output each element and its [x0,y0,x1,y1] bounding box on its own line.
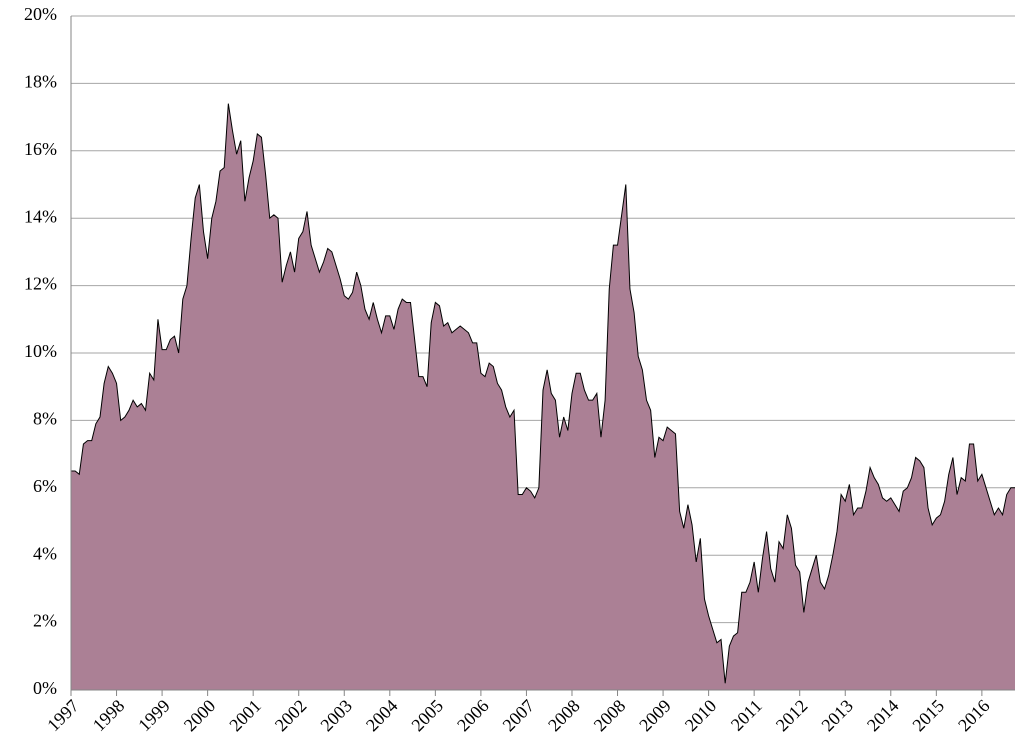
x-tick-label: 2000 [180,696,220,736]
x-tick-label: 2004 [362,696,402,736]
x-tick-label: 2006 [453,696,493,736]
x-tick-label: 1999 [134,696,174,736]
y-tick-label: 8% [33,409,57,429]
x-tick-label: 2007 [499,696,539,736]
area-line [71,103,1015,684]
y-tick-label: 4% [33,543,57,563]
x-tick-label: 2014 [863,696,903,736]
x-tick-label: 2001 [225,696,265,736]
x-tick-label: 2010 [681,696,721,736]
y-tick-label: 20% [24,4,57,24]
y-tick-label: 0% [33,678,57,698]
x-tick-label: 2016 [954,696,994,736]
x-tick-label: 2015 [908,696,948,736]
x-tick-label: 1998 [89,696,129,736]
x-tick-label: 1997 [43,696,83,736]
y-tick-label: 12% [24,274,57,294]
x-tick-label: 2011 [727,696,766,735]
y-tick-label: 6% [33,476,57,496]
x-tick-label: 2005 [407,696,447,736]
x-tick-label: 2012 [772,696,812,736]
x-tick-label: 2008 [544,696,584,736]
x-tick-label: 2002 [271,696,311,736]
x-tick-label: 2009 [635,696,675,736]
x-tick-label: 2013 [817,696,857,736]
x-tick-label: 2008 [590,696,630,736]
y-tick-label: 10% [24,341,57,361]
y-tick-label: 16% [24,139,57,159]
y-tick-label: 18% [24,72,57,92]
y-tick-label: 14% [24,206,57,226]
y-tick-label: 2% [33,611,57,631]
x-tick-label: 2003 [316,696,356,736]
